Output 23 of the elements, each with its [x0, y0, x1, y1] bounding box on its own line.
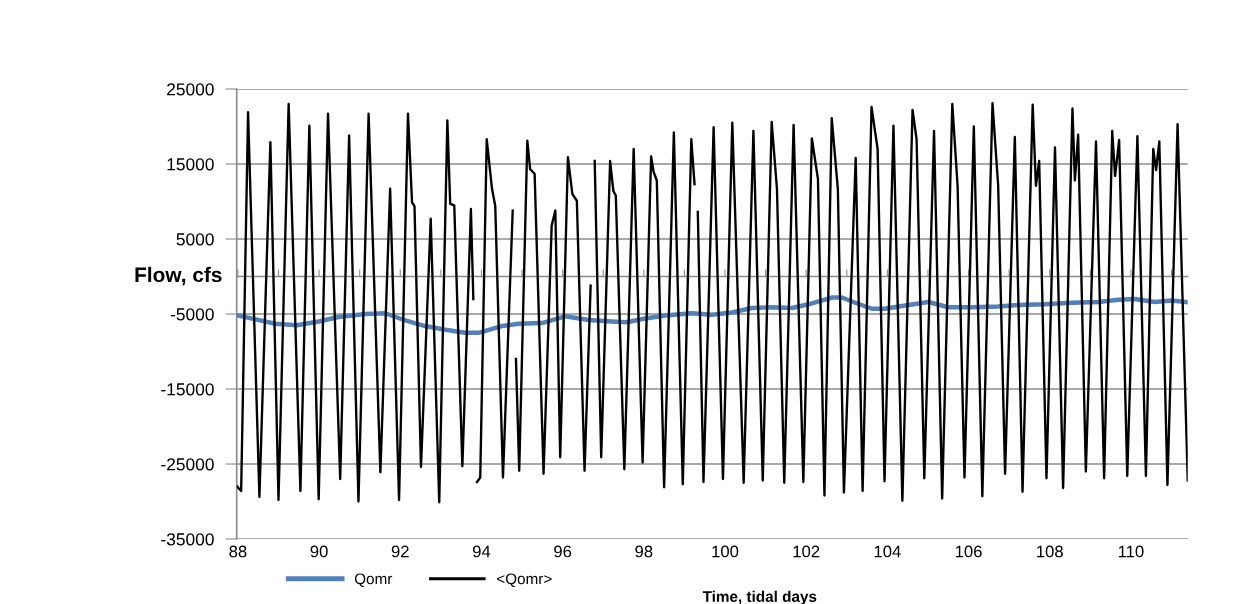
- x-tick-label: 106: [955, 545, 982, 558]
- x-tick-label: 94: [472, 545, 491, 558]
- y-tick-label: -15000: [161, 383, 214, 396]
- x-tick-label: 98: [635, 545, 653, 558]
- y-tick-label: -25000: [161, 458, 214, 471]
- y-tick-label: -35000: [161, 533, 214, 546]
- x-tick-label: 110: [1118, 545, 1144, 558]
- y-tick-label: 5000: [176, 233, 214, 246]
- x-tick-label: 104: [874, 545, 901, 558]
- x-tick-label: 88: [229, 545, 247, 558]
- x-tick-label: 96: [554, 545, 572, 558]
- legend-label: Qomr: [354, 573, 393, 587]
- x-tick-label: 100: [712, 545, 739, 558]
- x-tick-label: 92: [391, 545, 409, 558]
- y-axis-title: Flow, cfs: [135, 266, 222, 286]
- y-tick-label: -5000: [170, 308, 214, 321]
- y-tick-label: 15000: [167, 158, 214, 171]
- x-axis-title: Time, tidal days: [702, 590, 817, 604]
- x-tick-label: 90: [310, 545, 328, 558]
- y-tick-label: 25000: [167, 83, 214, 96]
- x-tick-label: 102: [793, 545, 820, 558]
- x-tick-label: 108: [1037, 545, 1063, 558]
- legend-label: <Qomr>: [497, 573, 552, 587]
